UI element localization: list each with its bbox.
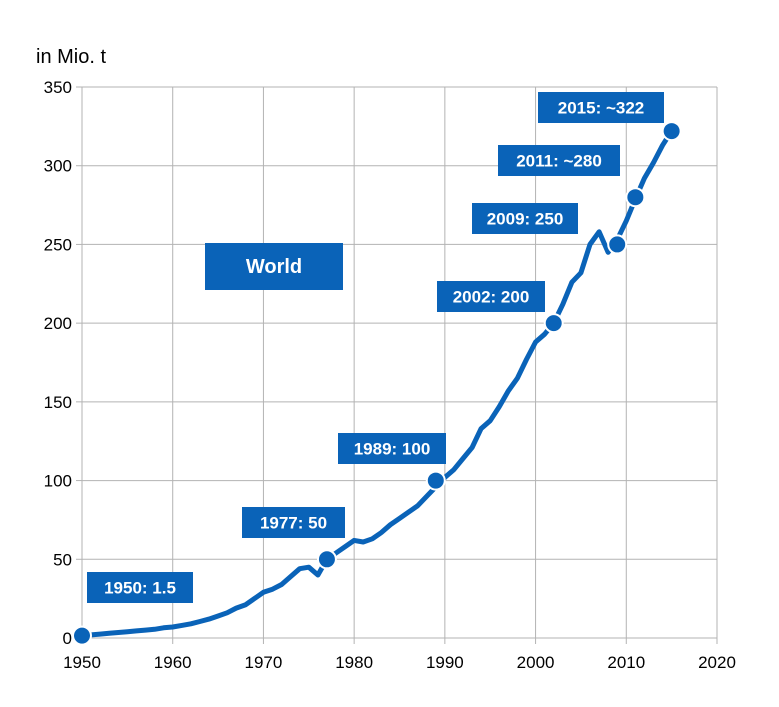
series-line [79, 128, 675, 639]
data-marker [625, 187, 646, 208]
x-tick-label: 2020 [698, 653, 736, 672]
grid-lines [76, 86, 718, 644]
markers [72, 121, 682, 646]
y-tick-label: 150 [44, 393, 72, 412]
annotation-box [472, 203, 578, 234]
unit-label: in Mio. t [36, 46, 106, 68]
annotation-label: 2015: ~322 [558, 99, 645, 118]
x-tick-label: 1970 [245, 653, 283, 672]
annotation-label: 1977: 50 [260, 514, 327, 533]
y-tick-label: 200 [44, 314, 72, 333]
annotation-box [338, 433, 446, 464]
data-marker [543, 313, 564, 334]
y-tick-label: 350 [44, 78, 72, 97]
y-tick-label: 300 [44, 157, 72, 176]
annotation-box [538, 92, 664, 123]
region-label: World [246, 256, 302, 278]
x-tick-label: 1980 [335, 653, 373, 672]
annotation-label: 1989: 100 [354, 440, 431, 459]
tick-labels: 1950 1960 1970 1980 1990 2000 2010 2020 0 50 100 15… [44, 78, 736, 672]
data-marker [425, 470, 446, 491]
region-label-background [205, 243, 343, 290]
annotation-box [87, 572, 193, 603]
axes [81, 87, 717, 639]
x-tick-label: 1950 [63, 653, 101, 672]
annotation-box [498, 145, 620, 176]
x-tick-label: 2000 [517, 653, 555, 672]
x-tick-label: 2010 [607, 653, 645, 672]
annotation-label: 2011: ~280 [516, 152, 602, 171]
annotation-label: 2002: 200 [453, 288, 530, 307]
y-tick-label: 0 [63, 629, 72, 648]
annotations: 1950: 1.5 1977: 50 1989: 100 2002: 200 2009:… [87, 92, 664, 603]
data-marker [607, 234, 628, 255]
x-tick-label: 1960 [154, 653, 192, 672]
annotation-box [437, 281, 545, 312]
data-marker [72, 625, 92, 646]
y-tick-label: 50 [53, 550, 72, 569]
annotation-label: 2009: 250 [487, 210, 564, 229]
production-line [79, 128, 675, 639]
y-tick-label: 250 [44, 235, 72, 254]
region-label-box: World [205, 243, 343, 290]
annotation-label: 1950: 1.5 [104, 579, 176, 598]
data-marker [316, 549, 337, 570]
x-tick-label: 1990 [426, 653, 464, 672]
y-tick-label: 100 [44, 472, 72, 491]
data-marker [661, 121, 682, 142]
annotation-box [242, 507, 345, 538]
